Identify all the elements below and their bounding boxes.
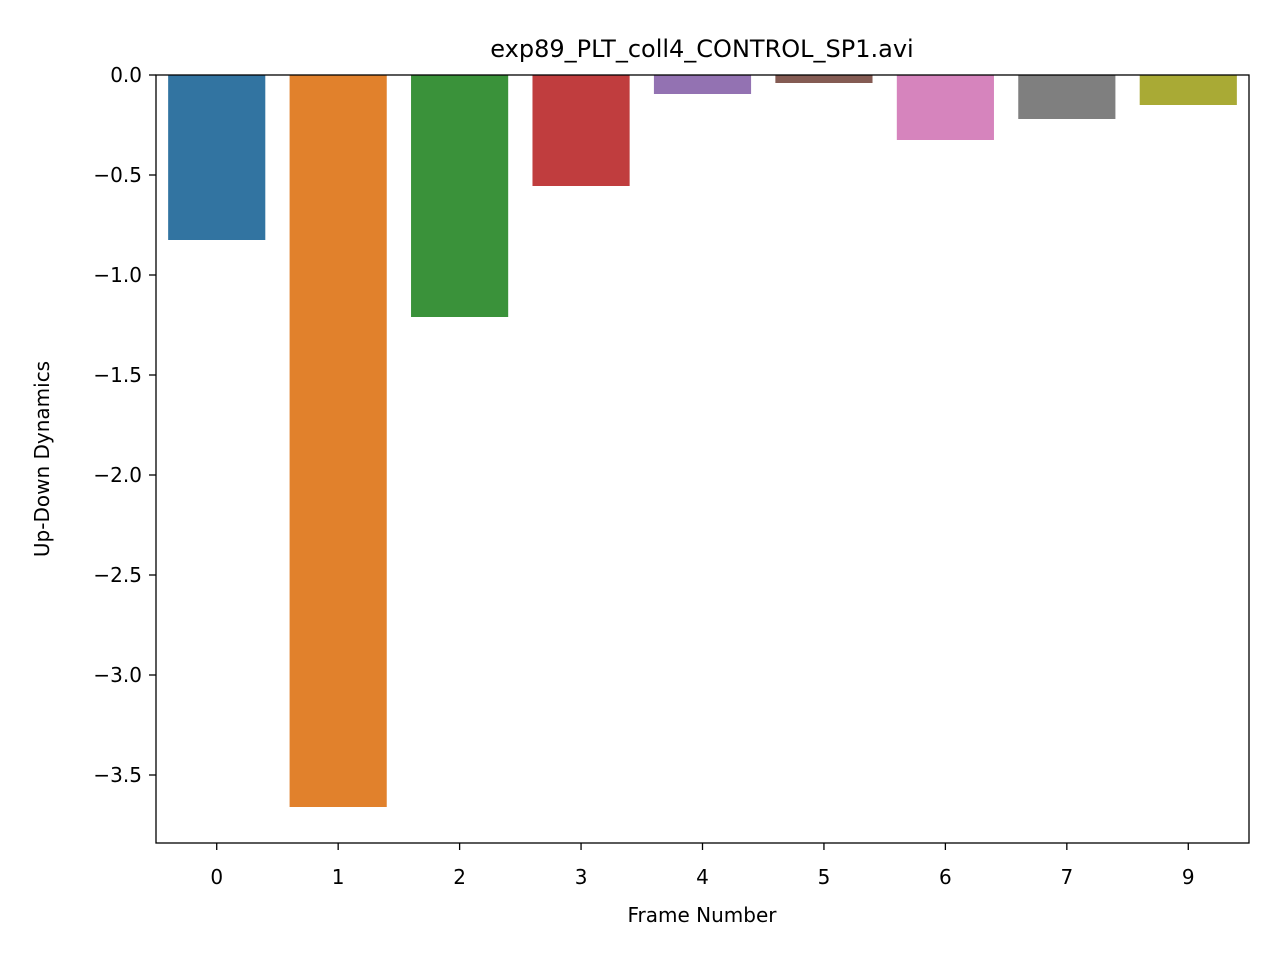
x-tick-label: 5: [818, 865, 831, 889]
plot-area-frame: [155, 74, 1250, 844]
x-axis-ticks: 0 1 2 3 4 5 6 7 9: [210, 843, 1195, 889]
bar-frame-1: [289, 75, 387, 807]
y-axis-ticks: 0.0 −0.5 −1.0 −1.5 −2.0 −2.5 −3.0 −3.5: [93, 63, 156, 787]
x-axis-title: Frame Number: [627, 903, 777, 927]
x-tick-label: 4: [696, 865, 709, 889]
x-tick-label: 9: [1182, 865, 1195, 889]
bar-frame-9: [1139, 75, 1237, 105]
bar-frame-6: [896, 75, 994, 140]
x-tick-label: 1: [332, 865, 345, 889]
bar-frame-4: [653, 75, 752, 94]
y-tick-label: −0.5: [93, 163, 142, 187]
y-tick-label: −1.5: [93, 363, 142, 387]
y-tick-label: −3.5: [93, 763, 142, 787]
x-tick-label: 3: [575, 865, 588, 889]
bar-frame-3: [532, 75, 630, 186]
y-tick-label: −3.0: [93, 663, 142, 687]
x-tick-label: 7: [1060, 865, 1073, 889]
bars-group: [168, 75, 1237, 807]
y-tick-label: −2.0: [93, 463, 142, 487]
x-tick-label: 0: [210, 865, 223, 889]
y-tick-label: −2.5: [93, 563, 142, 587]
bar-frame-0: [168, 75, 266, 240]
bar-frame-2: [411, 75, 509, 317]
bar-frame-5: [775, 75, 873, 83]
x-tick-label: 2: [453, 865, 466, 889]
y-tick-label: 0.0: [110, 63, 142, 87]
y-axis-title: Up-Down Dynamics: [30, 361, 54, 557]
y-tick-label: −1.0: [93, 263, 142, 287]
chart-title: exp89_PLT_coll4_CONTROL_SP1.avi: [490, 35, 913, 63]
x-tick-label: 6: [939, 865, 952, 889]
bar-frame-7: [1018, 75, 1116, 119]
